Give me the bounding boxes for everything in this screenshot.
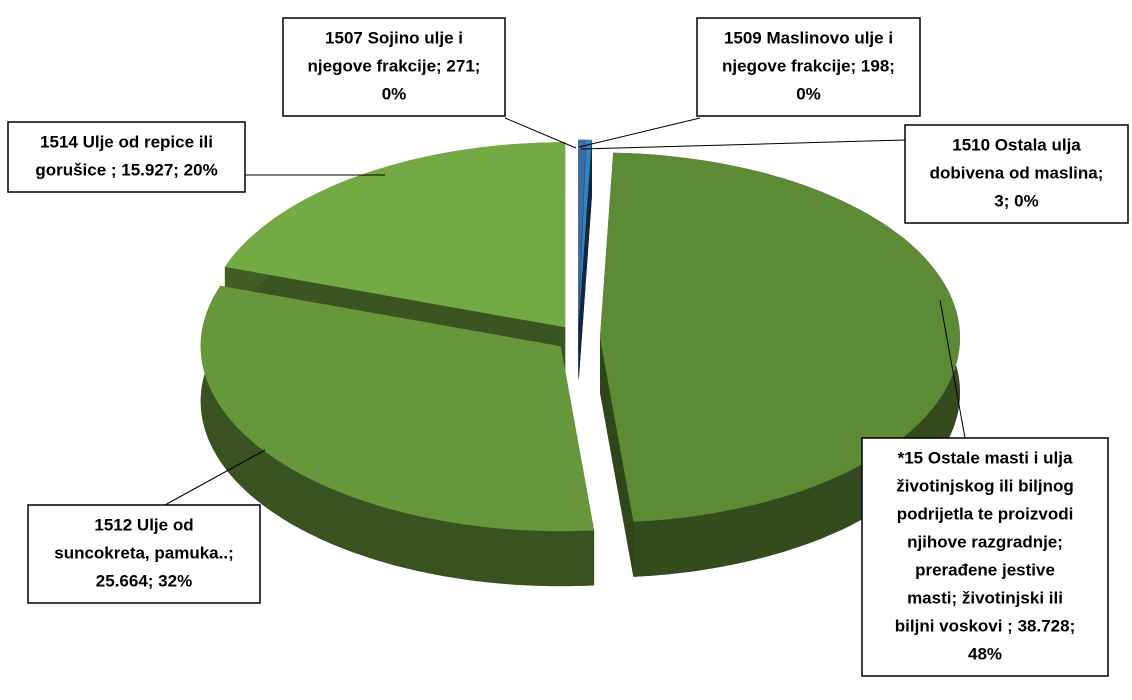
slice-side bbox=[578, 139, 592, 380]
data-label: 48% bbox=[968, 644, 1002, 663]
data-label: masti; životinjski ili bbox=[907, 588, 1063, 607]
data-label: suncokreta, pamuka..; bbox=[54, 543, 234, 562]
data-label: biljni voskovi ; 38.728; bbox=[895, 616, 1075, 635]
slice bbox=[224, 142, 566, 328]
data-label: 3; 0% bbox=[994, 191, 1038, 210]
data-label: 0% bbox=[796, 84, 821, 103]
data-label: 1507 Sojino ulje i bbox=[325, 28, 463, 47]
data-label: životinjskog ili biljnog bbox=[896, 476, 1074, 495]
leader-line bbox=[164, 449, 266, 506]
data-label: dobivena od maslina; bbox=[930, 163, 1104, 182]
data-label: 1509 Maslinovo ulje i bbox=[724, 28, 893, 47]
slice-wall bbox=[200, 285, 595, 587]
label-box bbox=[904, 124, 1129, 224]
slice-edge bbox=[578, 139, 592, 380]
data-label: njihove razgradnje; bbox=[907, 532, 1063, 551]
data-label: njegove frakcije; 198; bbox=[722, 56, 895, 75]
slice bbox=[200, 285, 595, 532]
slice bbox=[600, 152, 960, 522]
data-label: gorušice ; 15.927; 20% bbox=[35, 160, 217, 179]
label-box bbox=[27, 504, 261, 604]
data-label: njegove frakcije; 271; bbox=[308, 56, 481, 75]
label-box bbox=[696, 17, 921, 117]
leader-line bbox=[504, 117, 577, 149]
slice bbox=[578, 139, 586, 325]
slice bbox=[578, 139, 592, 325]
data-label: podrijetla te proizvodi bbox=[897, 504, 1074, 523]
data-label: 1512 Ulje od bbox=[94, 515, 193, 534]
label-box bbox=[282, 17, 506, 117]
slice bbox=[578, 139, 592, 325]
data-label: 1510 Ostala ulja bbox=[952, 135, 1081, 154]
label-box bbox=[7, 121, 246, 193]
data-label: *15 Ostale masti i ulja bbox=[898, 448, 1073, 467]
leader-line bbox=[939, 299, 966, 439]
leader-line bbox=[578, 117, 701, 148]
label-box bbox=[861, 437, 1109, 677]
leader-line bbox=[580, 139, 906, 150]
data-label: prerađene jestive bbox=[915, 560, 1055, 579]
data-label: 25.664; 32% bbox=[96, 571, 192, 590]
data-label: 0% bbox=[382, 84, 407, 103]
data-label: 1514 Ulje od repice ili bbox=[40, 132, 213, 151]
slice-edge bbox=[600, 337, 634, 577]
